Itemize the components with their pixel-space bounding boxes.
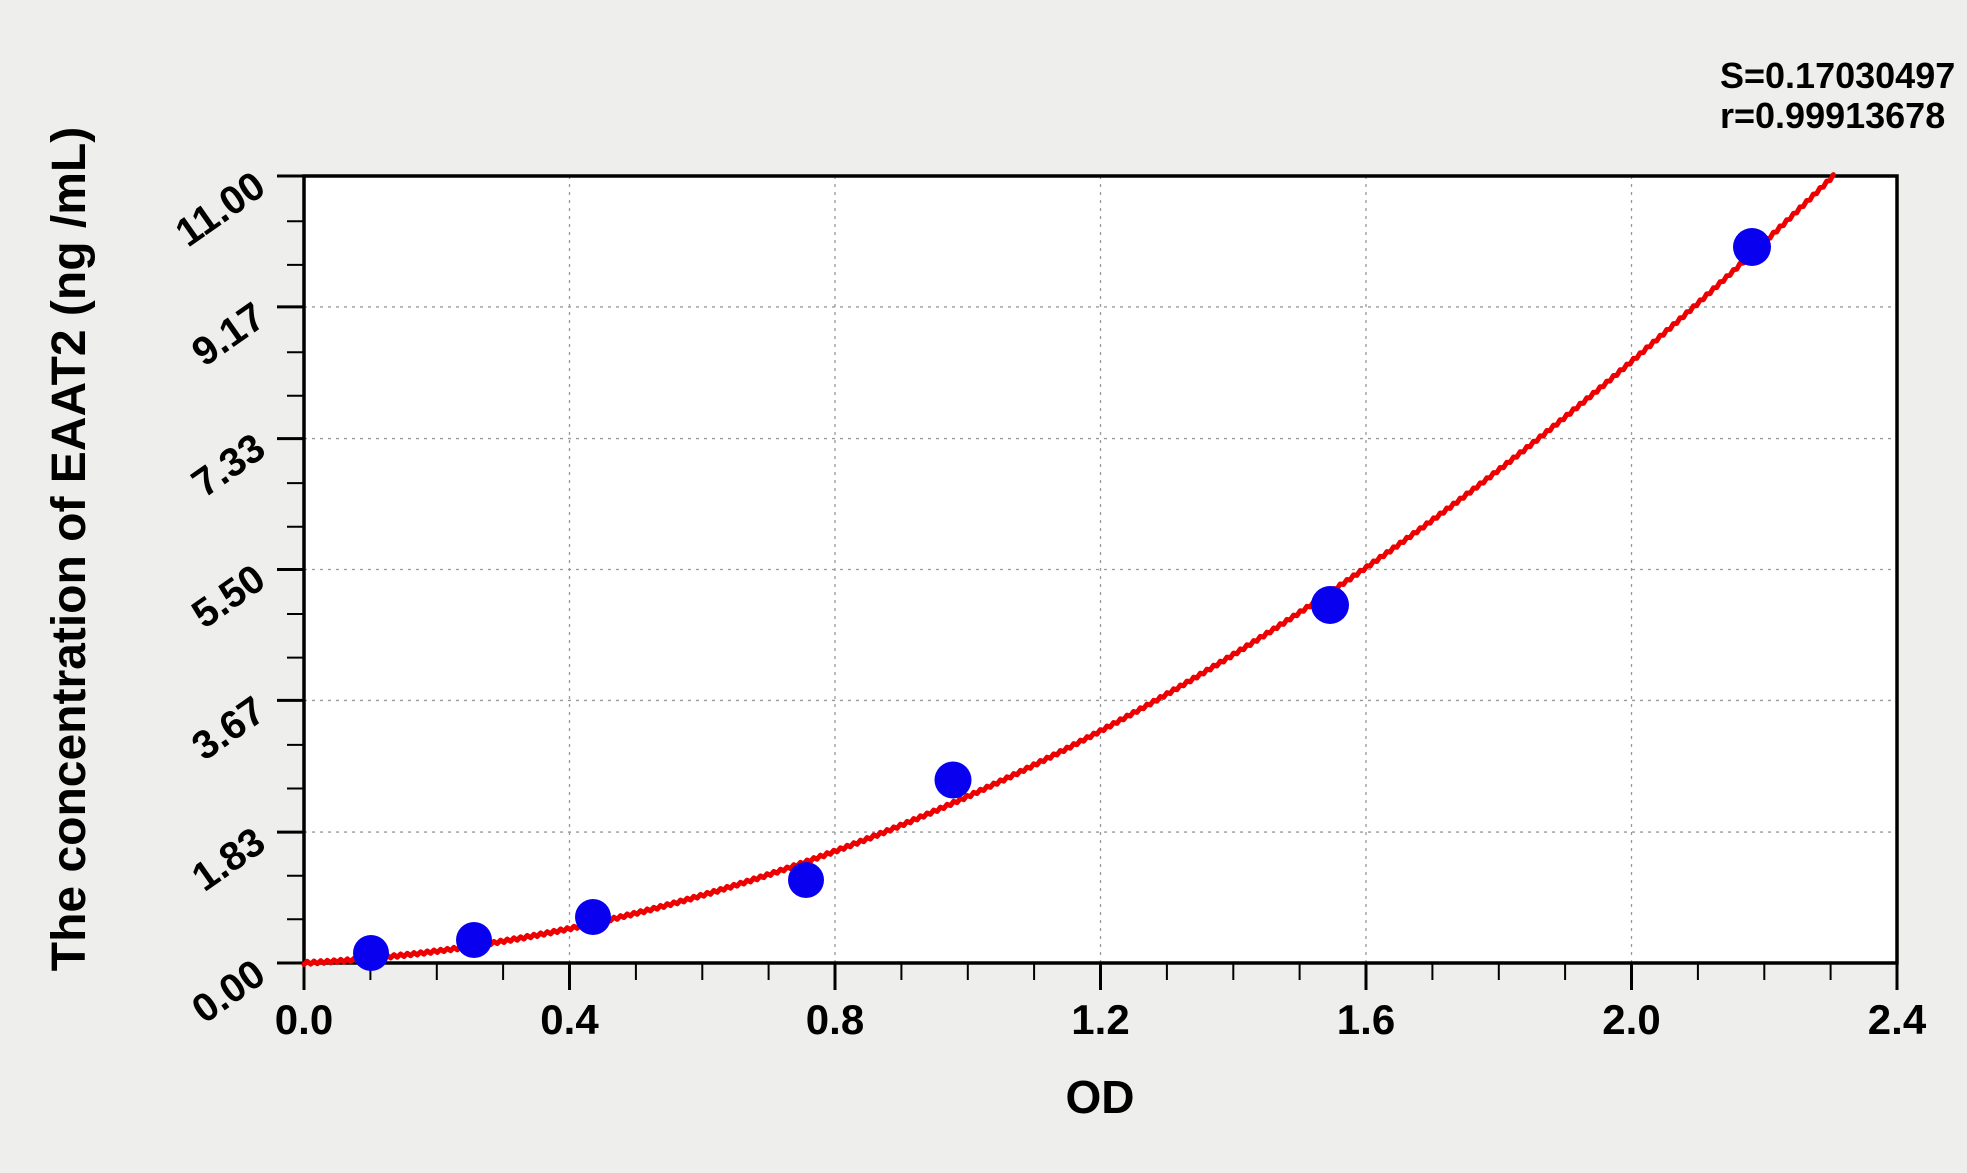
svg-text:0.8: 0.8 — [806, 996, 864, 1043]
svg-text:2.0: 2.0 — [1602, 996, 1660, 1043]
svg-text:S=0.17030497: S=0.17030497 — [1720, 55, 1955, 96]
svg-text:OD: OD — [1066, 1071, 1135, 1123]
svg-text:r=0.99913678: r=0.99913678 — [1720, 95, 1945, 136]
svg-text:1.2: 1.2 — [1071, 996, 1129, 1043]
svg-text:2.4: 2.4 — [1868, 996, 1927, 1043]
svg-text:0.0: 0.0 — [275, 996, 333, 1043]
svg-text:0.4: 0.4 — [540, 996, 599, 1043]
svg-text:The concentration of EAAT2 (ng: The concentration of EAAT2 (ng /mL) — [43, 127, 96, 971]
svg-text:1.6: 1.6 — [1337, 996, 1395, 1043]
